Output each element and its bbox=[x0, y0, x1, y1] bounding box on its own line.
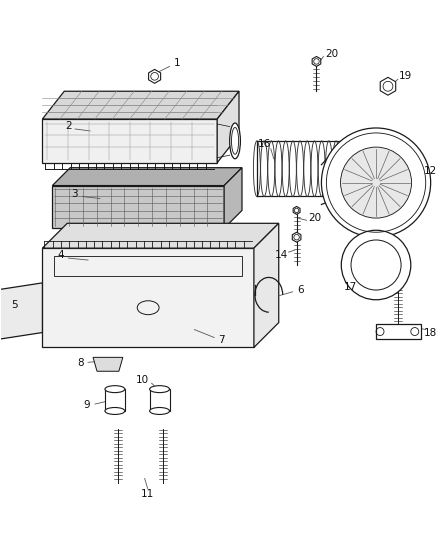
Text: 7: 7 bbox=[218, 335, 224, 345]
Ellipse shape bbox=[231, 127, 239, 154]
Ellipse shape bbox=[150, 386, 170, 393]
Text: 12: 12 bbox=[424, 166, 437, 176]
Polygon shape bbox=[42, 248, 254, 348]
Text: 14: 14 bbox=[275, 250, 288, 260]
Text: 3: 3 bbox=[71, 189, 78, 198]
Polygon shape bbox=[52, 185, 224, 228]
Text: 11: 11 bbox=[141, 489, 154, 499]
Polygon shape bbox=[293, 206, 300, 214]
Text: 9: 9 bbox=[84, 400, 90, 410]
Ellipse shape bbox=[150, 408, 170, 415]
Text: 1: 1 bbox=[174, 59, 181, 68]
Circle shape bbox=[341, 147, 412, 218]
Polygon shape bbox=[42, 223, 279, 248]
Circle shape bbox=[341, 230, 411, 300]
Text: 2: 2 bbox=[65, 121, 71, 131]
Polygon shape bbox=[42, 119, 217, 163]
Text: 8: 8 bbox=[77, 358, 84, 368]
Ellipse shape bbox=[105, 386, 125, 393]
Text: 18: 18 bbox=[424, 328, 437, 337]
Text: 4: 4 bbox=[57, 250, 64, 260]
Text: 17: 17 bbox=[343, 282, 357, 292]
Polygon shape bbox=[292, 232, 301, 242]
Text: 20: 20 bbox=[325, 49, 338, 59]
Circle shape bbox=[321, 128, 431, 237]
Bar bbox=[150, 389, 170, 411]
Polygon shape bbox=[0, 283, 42, 341]
Circle shape bbox=[351, 240, 401, 290]
Bar bbox=[376, 324, 421, 340]
Text: 20: 20 bbox=[308, 213, 321, 223]
Ellipse shape bbox=[230, 123, 240, 159]
Polygon shape bbox=[42, 91, 239, 119]
Text: 5: 5 bbox=[11, 300, 18, 310]
Bar bbox=[54, 256, 242, 276]
Ellipse shape bbox=[105, 408, 125, 415]
Polygon shape bbox=[93, 357, 123, 372]
Polygon shape bbox=[224, 168, 242, 228]
Polygon shape bbox=[148, 69, 161, 83]
Polygon shape bbox=[52, 168, 242, 185]
Text: 19: 19 bbox=[399, 71, 413, 82]
Text: 10: 10 bbox=[136, 375, 149, 385]
Polygon shape bbox=[217, 91, 239, 163]
Polygon shape bbox=[254, 223, 279, 348]
Text: 6: 6 bbox=[297, 285, 304, 295]
Text: 16: 16 bbox=[258, 139, 272, 149]
Bar bbox=[105, 389, 125, 411]
Polygon shape bbox=[312, 56, 321, 67]
Polygon shape bbox=[380, 77, 396, 95]
